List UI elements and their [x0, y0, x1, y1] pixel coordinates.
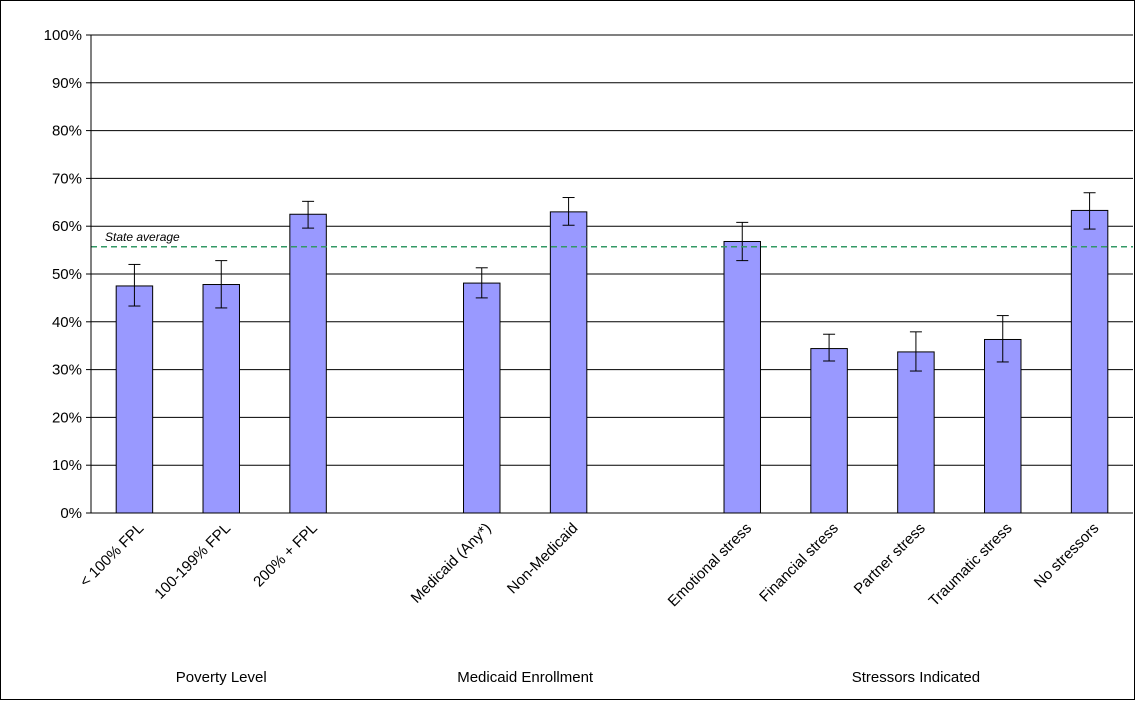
category-labels: < 100% FPL 100-199% FPL 200% + FPL Medicaid…	[77, 520, 1103, 610]
category-label: < 100% FPL	[77, 520, 148, 591]
bar	[897, 351, 935, 514]
y-tick-label: 70%	[52, 170, 82, 187]
reference-line-group: State average	[91, 230, 1133, 248]
y-tick-label: 20%	[52, 409, 82, 426]
bar	[723, 240, 761, 514]
bar	[115, 285, 154, 514]
y-tick-label: 50%	[52, 266, 82, 283]
group-label: Stressors Indicated	[852, 669, 980, 686]
category-label: Financial stress	[756, 520, 842, 606]
category-label: Traumatic stress	[926, 520, 1016, 610]
category-label: Partner stress	[851, 520, 929, 598]
y-tick-label: 30%	[52, 362, 82, 379]
group-labels: Poverty Level Medicaid Enrollment Stressor…	[176, 669, 980, 686]
y-tick-label: 80%	[52, 123, 82, 140]
bar	[549, 211, 588, 514]
y-tick-label: 10%	[52, 457, 82, 474]
bar	[810, 348, 848, 514]
bar	[463, 282, 501, 514]
state-average-label: State average	[105, 230, 180, 244]
y-tick-label: 90%	[52, 75, 82, 92]
category-label: Emotional stress	[665, 520, 755, 610]
error-bars	[128, 192, 1096, 372]
category-label: Medicaid (Any*)	[408, 520, 495, 607]
category-label: 100-199% FPL	[151, 520, 234, 603]
bars	[115, 209, 1109, 514]
y-tick-label: 100%	[44, 27, 82, 44]
category-label: No stressors	[1031, 520, 1103, 592]
bar	[984, 338, 1022, 514]
category-label: 200% + FPL	[250, 520, 321, 591]
gridlines	[91, 34, 1133, 466]
category-label: Non-Medicaid	[504, 520, 581, 597]
axes	[90, 35, 1133, 514]
y-axis-ticks: 0% 10% 20% 30% 40% 50% 60% 70% 80% 90% 100%	[44, 27, 91, 522]
group-label: Poverty Level	[176, 669, 267, 686]
y-tick-label: 0%	[60, 505, 82, 522]
group-label: Medicaid Enrollment	[457, 669, 594, 686]
y-tick-label: 40%	[52, 314, 82, 331]
bar	[1070, 209, 1109, 514]
bar	[289, 213, 327, 514]
y-tick-label: 60%	[52, 218, 82, 235]
bar	[202, 284, 240, 514]
